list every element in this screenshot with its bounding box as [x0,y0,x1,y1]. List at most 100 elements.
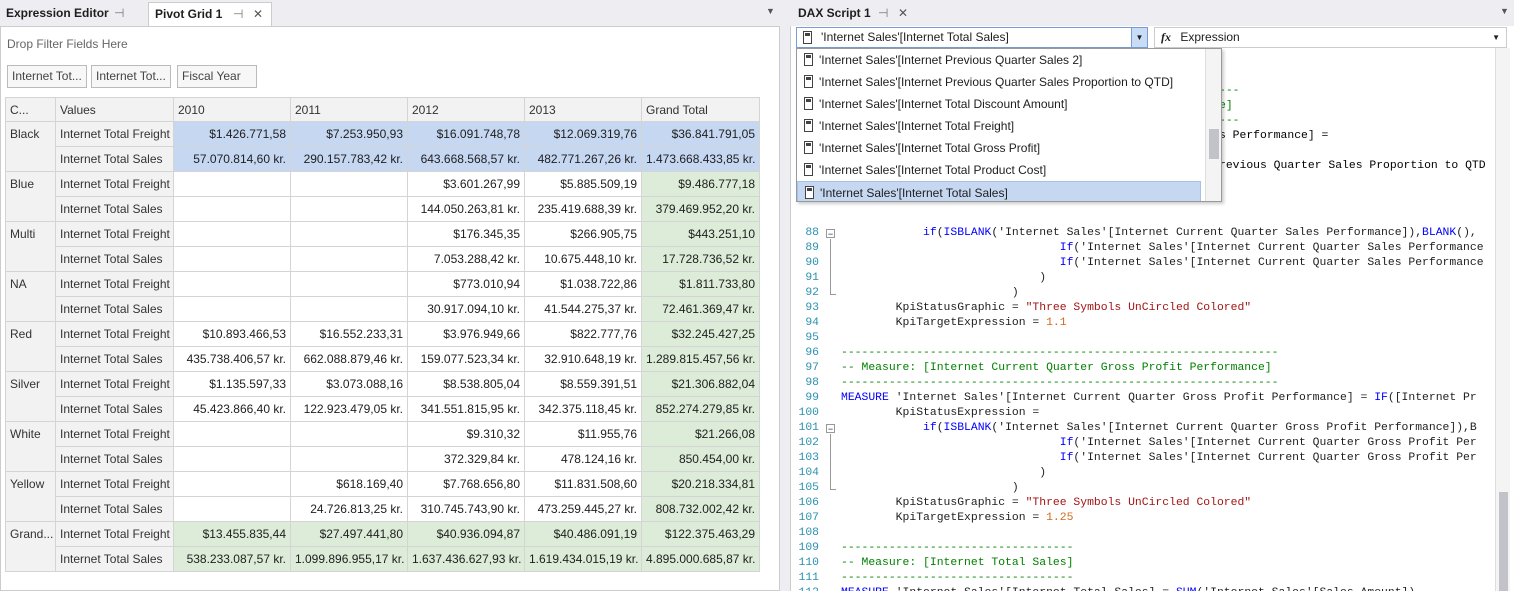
dropdown-item[interactable]: 'Internet Sales'[Internet Total Sales] [797,181,1201,202]
data-cell[interactable] [174,197,291,222]
data-cell[interactable]: $9.310,32 [408,422,525,447]
code-line[interactable]: -- Measure: [Internet Total Sales] [841,556,1491,571]
data-cell[interactable]: 372.329,84 kr. [408,447,525,472]
measure-header[interactable]: Internet Total Freight [56,322,174,347]
measure-header[interactable]: Internet Total Freight [56,272,174,297]
data-cell[interactable]: 30.917.094,10 kr. [408,297,525,322]
code-line[interactable]: ---------------------------------- [841,571,1491,586]
measure-header[interactable]: Internet Total Freight [56,422,174,447]
data-cell[interactable] [291,247,408,272]
data-cell[interactable]: $40.486.091,19 [525,522,642,547]
measure-header[interactable]: Internet Total Sales [56,447,174,472]
measure-header[interactable]: Internet Total Sales [56,197,174,222]
combo-text[interactable]: 'Internet Sales'[Internet Total Sales] [821,30,1009,44]
data-cell[interactable]: 24.726.813,25 kr. [291,497,408,522]
data-cell[interactable]: $443.251,10 [642,222,760,247]
field-button[interactable]: Fiscal Year [177,65,257,88]
code-line[interactable]: MEASURE 'Internet Sales'[Internet Total … [841,586,1491,591]
data-cell[interactable]: $3.976.949,66 [408,322,525,347]
close-icon[interactable]: ✕ [253,3,263,25]
data-cell[interactable] [174,222,291,247]
dropdown-scrollbar[interactable] [1205,49,1221,201]
row-header[interactable]: Yellow [5,472,56,522]
data-cell[interactable]: 538.233.087,57 kr. [174,547,291,572]
data-cell[interactable]: 808.732.002,42 kr. [642,497,760,522]
data-cell[interactable]: 290.157.783,42 kr. [291,147,408,172]
data-cell[interactable]: $20.218.334,81 [642,472,760,497]
column-header[interactable]: Grand Total [642,97,760,122]
pin-icon[interactable]: ⊣ [233,3,243,25]
data-cell[interactable]: 482.771.267,26 kr. [525,147,642,172]
data-cell[interactable] [291,297,408,322]
field-button[interactable]: Internet Tot... [7,65,87,88]
data-cell[interactable] [291,197,408,222]
data-cell[interactable]: 1.099.896.955,17 kr. [291,547,408,572]
code-line[interactable]: KpiStatusGraphic = "Three Symbols UnCirc… [841,301,1491,316]
data-cell[interactable]: $773.010,94 [408,272,525,297]
tab-label[interactable]: Expression Editor [6,6,109,20]
data-cell[interactable]: 662.088.879,46 kr. [291,347,408,372]
data-cell[interactable]: $16.552.233,31 [291,322,408,347]
data-cell[interactable]: $9.486.777,18 [642,172,760,197]
measure-header[interactable]: Internet Total Sales [56,397,174,422]
combo-arrow[interactable]: ▼ [1492,28,1500,47]
data-cell[interactable]: 235.419.688,39 kr. [525,197,642,222]
tab-menu[interactable]: ▼ [766,6,775,16]
data-cell[interactable]: $3.073.088,16 [291,372,408,397]
data-cell[interactable]: 17.728.736,52 kr. [642,247,760,272]
row-header[interactable]: Red [5,322,56,372]
data-cell[interactable] [174,297,291,322]
dropdown-item[interactable]: 'Internet Sales'[Internet Total Product … [797,159,1201,181]
column-header[interactable]: C... [5,97,56,122]
data-cell[interactable]: 72.461.369,47 kr. [642,297,760,322]
data-cell[interactable]: $11.831.508,60 [525,472,642,497]
measure-header[interactable]: Internet Total Freight [56,372,174,397]
field-button[interactable]: Internet Tot... [91,65,171,88]
data-cell[interactable] [174,422,291,447]
close-icon[interactable]: ✕ [898,2,908,24]
measure-header[interactable]: Internet Total Freight [56,522,174,547]
code-line[interactable]: ) [841,286,1491,301]
data-cell[interactable]: $1.135.597,33 [174,372,291,397]
data-cell[interactable]: $7.253.950,93 [291,122,408,147]
data-cell[interactable] [174,172,291,197]
data-cell[interactable]: 643.668.568,57 kr. [408,147,525,172]
code-line[interactable]: KpiTargetExpression = 1.1 [841,316,1491,331]
data-cell[interactable]: $7.768.656,80 [408,472,525,497]
code-line[interactable] [841,331,1491,346]
data-cell[interactable]: $8.559.391,51 [525,372,642,397]
column-header[interactable]: 2012 [408,97,525,122]
data-cell[interactable]: 478.124,16 kr. [525,447,642,472]
code-line[interactable]: If('Internet Sales'[Internet Current Qua… [841,451,1491,466]
data-cell[interactable]: 57.070.814,60 kr. [174,147,291,172]
data-cell[interactable]: $618.169,40 [291,472,408,497]
data-cell[interactable]: $1.038.722,86 [525,272,642,297]
data-cell[interactable]: 41.544.275,37 kr. [525,297,642,322]
data-cell[interactable]: 1.619.434.015,19 kr. [525,547,642,572]
data-cell[interactable]: 1.289.815.457,56 kr. [642,347,760,372]
data-cell[interactable]: 435.738.406,57 kr. [174,347,291,372]
data-cell[interactable] [291,222,408,247]
code-line[interactable]: KpiStatusExpression = [841,406,1491,421]
row-header[interactable]: NA [5,272,56,322]
data-cell[interactable]: 7.053.288,42 kr. [408,247,525,272]
measure-header[interactable]: Internet Total Freight [56,122,174,147]
data-cell[interactable] [174,247,291,272]
data-cell[interactable]: $21.266,08 [642,422,760,447]
data-cell[interactable] [291,172,408,197]
data-cell[interactable]: 4.895.000.685,87 kr. [642,547,760,572]
data-cell[interactable]: $8.538.805,04 [408,372,525,397]
data-cell[interactable]: 32.910.648,19 kr. [525,347,642,372]
data-cell[interactable]: 473.259.445,27 kr. [525,497,642,522]
measure-header[interactable]: Internet Total Freight [56,222,174,247]
code-line[interactable]: ----------------------------------------… [841,376,1491,391]
column-header[interactable]: 2013 [525,97,642,122]
pin-icon[interactable]: ⊣ [114,2,124,24]
code-line[interactable]: if(ISBLANK('Internet Sales'[Internet Cur… [841,226,1491,241]
tab[interactable]: Expression Editor ⊣ [0,2,146,24]
measure-header[interactable]: Internet Total Sales [56,547,174,572]
expression-combo[interactable]: fx Expression ▼ [1154,27,1507,48]
code-line[interactable]: ----------------------------------------… [841,346,1491,361]
measure-header[interactable]: Internet Total Sales [56,347,174,372]
dropdown-item[interactable]: 'Internet Sales'[Internet Total Discount… [797,93,1201,115]
